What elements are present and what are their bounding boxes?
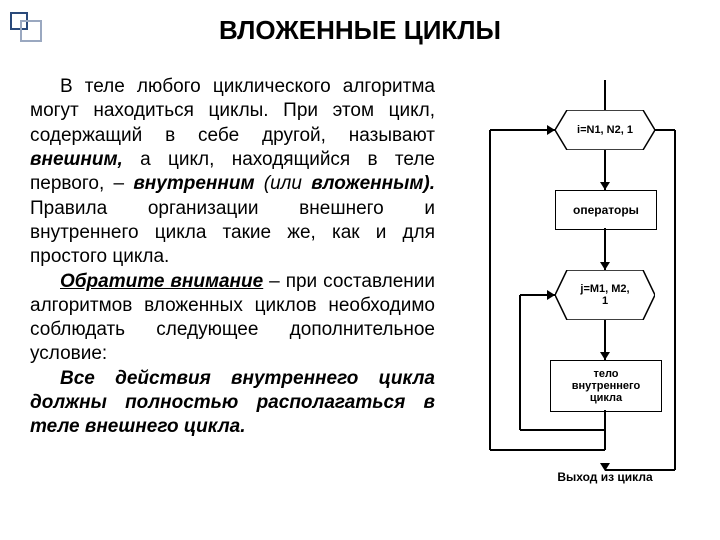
connector <box>519 295 521 430</box>
p1d: внутренним <box>133 173 254 194</box>
connector <box>604 80 606 110</box>
connector <box>490 449 605 451</box>
connector <box>604 410 606 430</box>
p1f: вложенным). <box>311 173 435 194</box>
connector <box>655 129 675 131</box>
arrowhead-icon <box>600 352 610 360</box>
p3: Все действия внутреннего цикла должны по… <box>30 368 435 438</box>
loop-hex-inner: j=M1, M2, 1 <box>555 270 655 320</box>
connector <box>489 130 491 450</box>
arrowhead-icon <box>547 290 555 300</box>
p2a: Обратите внимание <box>60 271 263 292</box>
connector <box>674 130 676 470</box>
p1g: Правила организации внешнего и внутренне… <box>30 198 435 268</box>
arrowhead-icon <box>600 262 610 270</box>
exit-label: Выход из цикла <box>525 470 685 484</box>
arrowhead-icon <box>547 125 555 135</box>
inner-body-node: тело внутреннего цикла <box>550 360 662 412</box>
title-text: ВЛОЖЕННЫЕ ЦИКЛЫ <box>219 15 501 45</box>
flowchart: i=N1, N2, 1 операторы j=M1, M2, 1 тело внут… <box>465 75 695 495</box>
p1e: (или <box>255 173 312 194</box>
page-title: ВЛОЖЕННЫЕ ЦИКЛЫ <box>0 15 720 46</box>
loop-hex-inner-label: j=M1, M2, 1 <box>555 270 655 320</box>
loop-hex-outer: i=N1, N2, 1 <box>555 110 655 150</box>
body-text: В теле любого циклического алгоритма мог… <box>30 75 435 440</box>
arrowhead-icon <box>600 182 610 190</box>
p1a: В теле любого циклического алгоритма мог… <box>30 76 435 146</box>
p1b: внешним, <box>30 149 123 170</box>
connector <box>490 129 555 131</box>
loop-hex-outer-label: i=N1, N2, 1 <box>555 110 655 150</box>
connector <box>604 430 606 450</box>
operators-node: операторы <box>555 190 657 230</box>
connector <box>520 429 605 431</box>
